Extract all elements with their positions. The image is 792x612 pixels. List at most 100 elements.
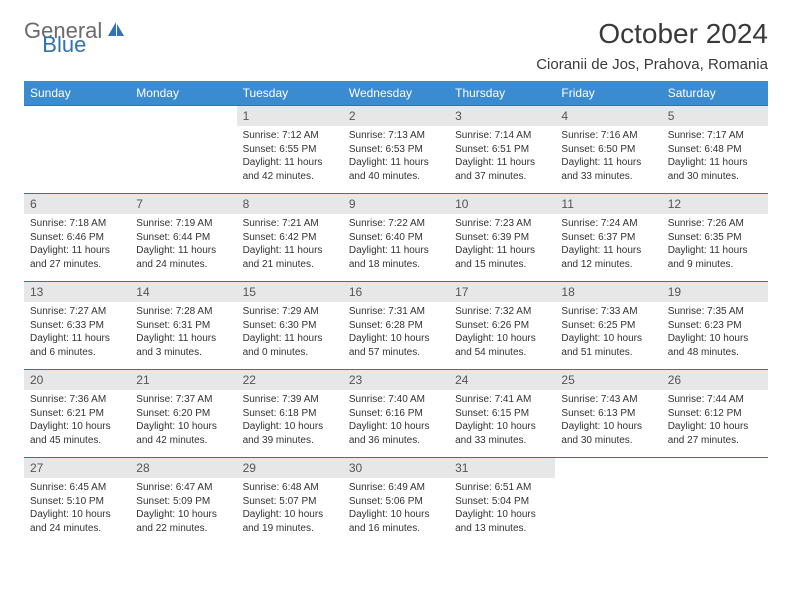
sunset-text: Sunset: 5:04 PM <box>455 495 549 509</box>
calendar-day-cell: 2Sunrise: 7:13 AMSunset: 6:53 PMDaylight… <box>343 106 449 194</box>
day-number: 26 <box>662 370 768 390</box>
sunrise-text: Sunrise: 6:47 AM <box>136 481 230 495</box>
sunrise-text: Sunrise: 7:40 AM <box>349 393 443 407</box>
day-details: Sunrise: 6:51 AMSunset: 5:04 PMDaylight:… <box>449 478 555 539</box>
sunset-text: Sunset: 6:25 PM <box>561 319 655 333</box>
calendar-day-cell: 30Sunrise: 6:49 AMSunset: 5:06 PMDayligh… <box>343 458 449 546</box>
daylight-text: Daylight: 11 hours and 3 minutes. <box>136 332 230 359</box>
calendar-day-cell: 23Sunrise: 7:40 AMSunset: 6:16 PMDayligh… <box>343 370 449 458</box>
sunrise-text: Sunrise: 7:26 AM <box>668 217 762 231</box>
sunrise-text: Sunrise: 7:18 AM <box>30 217 124 231</box>
daylight-text: Daylight: 11 hours and 9 minutes. <box>668 244 762 271</box>
weekday-header: Tuesday <box>237 81 343 106</box>
sunrise-text: Sunrise: 7:13 AM <box>349 129 443 143</box>
calendar-day-cell: 3Sunrise: 7:14 AMSunset: 6:51 PMDaylight… <box>449 106 555 194</box>
day-number: 9 <box>343 194 449 214</box>
sunset-text: Sunset: 6:13 PM <box>561 407 655 421</box>
day-details: Sunrise: 7:27 AMSunset: 6:33 PMDaylight:… <box>24 302 130 363</box>
calendar-week-row: 1Sunrise: 7:12 AMSunset: 6:55 PMDaylight… <box>24 106 768 194</box>
daylight-text: Daylight: 11 hours and 6 minutes. <box>30 332 124 359</box>
day-details: Sunrise: 7:35 AMSunset: 6:23 PMDaylight:… <box>662 302 768 363</box>
calendar-day-cell: 24Sunrise: 7:41 AMSunset: 6:15 PMDayligh… <box>449 370 555 458</box>
sunrise-text: Sunrise: 7:17 AM <box>668 129 762 143</box>
day-number: 29 <box>237 458 343 478</box>
sunset-text: Sunset: 5:07 PM <box>243 495 337 509</box>
day-number: 12 <box>662 194 768 214</box>
sunset-text: Sunset: 6:15 PM <box>455 407 549 421</box>
sunset-text: Sunset: 6:46 PM <box>30 231 124 245</box>
daylight-text: Daylight: 11 hours and 33 minutes. <box>561 156 655 183</box>
sunrise-text: Sunrise: 7:41 AM <box>455 393 549 407</box>
calendar-day-cell: 26Sunrise: 7:44 AMSunset: 6:12 PMDayligh… <box>662 370 768 458</box>
day-number: 5 <box>662 106 768 126</box>
day-details: Sunrise: 7:22 AMSunset: 6:40 PMDaylight:… <box>343 214 449 275</box>
daylight-text: Daylight: 10 hours and 36 minutes. <box>349 420 443 447</box>
day-details: Sunrise: 7:26 AMSunset: 6:35 PMDaylight:… <box>662 214 768 275</box>
day-details: Sunrise: 7:18 AMSunset: 6:46 PMDaylight:… <box>24 214 130 275</box>
day-details: Sunrise: 7:37 AMSunset: 6:20 PMDaylight:… <box>130 390 236 451</box>
sunrise-text: Sunrise: 7:27 AM <box>30 305 124 319</box>
calendar-empty-cell <box>662 458 768 546</box>
sunset-text: Sunset: 6:16 PM <box>349 407 443 421</box>
sunrise-text: Sunrise: 6:45 AM <box>30 481 124 495</box>
sunset-text: Sunset: 6:40 PM <box>349 231 443 245</box>
calendar-day-cell: 14Sunrise: 7:28 AMSunset: 6:31 PMDayligh… <box>130 282 236 370</box>
sunrise-text: Sunrise: 7:28 AM <box>136 305 230 319</box>
sunset-text: Sunset: 6:12 PM <box>668 407 762 421</box>
daylight-text: Daylight: 10 hours and 24 minutes. <box>30 508 124 535</box>
sunrise-text: Sunrise: 7:29 AM <box>243 305 337 319</box>
day-number: 13 <box>24 282 130 302</box>
calendar-body: 1Sunrise: 7:12 AMSunset: 6:55 PMDaylight… <box>24 106 768 546</box>
daylight-text: Daylight: 11 hours and 30 minutes. <box>668 156 762 183</box>
day-details: Sunrise: 7:41 AMSunset: 6:15 PMDaylight:… <box>449 390 555 451</box>
calendar-day-cell: 18Sunrise: 7:33 AMSunset: 6:25 PMDayligh… <box>555 282 661 370</box>
weekday-header: Friday <box>555 81 661 106</box>
daylight-text: Daylight: 10 hours and 19 minutes. <box>243 508 337 535</box>
calendar-day-cell: 13Sunrise: 7:27 AMSunset: 6:33 PMDayligh… <box>24 282 130 370</box>
calendar-day-cell: 17Sunrise: 7:32 AMSunset: 6:26 PMDayligh… <box>449 282 555 370</box>
sunrise-text: Sunrise: 7:32 AM <box>455 305 549 319</box>
day-details: Sunrise: 7:13 AMSunset: 6:53 PMDaylight:… <box>343 126 449 187</box>
calendar-day-cell: 11Sunrise: 7:24 AMSunset: 6:37 PMDayligh… <box>555 194 661 282</box>
sunset-text: Sunset: 5:09 PM <box>136 495 230 509</box>
sunrise-text: Sunrise: 7:44 AM <box>668 393 762 407</box>
day-details: Sunrise: 7:16 AMSunset: 6:50 PMDaylight:… <box>555 126 661 187</box>
day-number: 1 <box>237 106 343 126</box>
daylight-text: Daylight: 11 hours and 18 minutes. <box>349 244 443 271</box>
daylight-text: Daylight: 11 hours and 40 minutes. <box>349 156 443 183</box>
day-details: Sunrise: 6:48 AMSunset: 5:07 PMDaylight:… <box>237 478 343 539</box>
calendar-empty-cell <box>24 106 130 194</box>
calendar-day-cell: 28Sunrise: 6:47 AMSunset: 5:09 PMDayligh… <box>130 458 236 546</box>
day-number: 30 <box>343 458 449 478</box>
day-number: 27 <box>24 458 130 478</box>
day-details: Sunrise: 7:23 AMSunset: 6:39 PMDaylight:… <box>449 214 555 275</box>
calendar-week-row: 27Sunrise: 6:45 AMSunset: 5:10 PMDayligh… <box>24 458 768 546</box>
sunrise-text: Sunrise: 7:24 AM <box>561 217 655 231</box>
calendar-week-row: 13Sunrise: 7:27 AMSunset: 6:33 PMDayligh… <box>24 282 768 370</box>
day-details: Sunrise: 6:47 AMSunset: 5:09 PMDaylight:… <box>130 478 236 539</box>
day-details: Sunrise: 7:28 AMSunset: 6:31 PMDaylight:… <box>130 302 236 363</box>
logo-sail-icon <box>106 20 126 43</box>
sunset-text: Sunset: 6:50 PM <box>561 143 655 157</box>
day-details: Sunrise: 7:32 AMSunset: 6:26 PMDaylight:… <box>449 302 555 363</box>
daylight-text: Daylight: 11 hours and 24 minutes. <box>136 244 230 271</box>
calendar-week-row: 6Sunrise: 7:18 AMSunset: 6:46 PMDaylight… <box>24 194 768 282</box>
day-details: Sunrise: 6:45 AMSunset: 5:10 PMDaylight:… <box>24 478 130 539</box>
sunrise-text: Sunrise: 7:43 AM <box>561 393 655 407</box>
sunset-text: Sunset: 5:10 PM <box>30 495 124 509</box>
day-number: 25 <box>555 370 661 390</box>
calendar-page: General Blue October 2024 Cioranii de Jo… <box>0 0 792 564</box>
calendar-day-cell: 27Sunrise: 6:45 AMSunset: 5:10 PMDayligh… <box>24 458 130 546</box>
daylight-text: Daylight: 11 hours and 42 minutes. <box>243 156 337 183</box>
header: General Blue October 2024 Cioranii de Jo… <box>24 18 768 73</box>
sunrise-text: Sunrise: 7:36 AM <box>30 393 124 407</box>
sunrise-text: Sunrise: 6:49 AM <box>349 481 443 495</box>
sunrise-text: Sunrise: 7:22 AM <box>349 217 443 231</box>
day-number: 18 <box>555 282 661 302</box>
sunset-text: Sunset: 6:18 PM <box>243 407 337 421</box>
calendar-empty-cell <box>555 458 661 546</box>
calendar-week-row: 20Sunrise: 7:36 AMSunset: 6:21 PMDayligh… <box>24 370 768 458</box>
sunrise-text: Sunrise: 7:12 AM <box>243 129 337 143</box>
day-number: 21 <box>130 370 236 390</box>
day-number: 31 <box>449 458 555 478</box>
